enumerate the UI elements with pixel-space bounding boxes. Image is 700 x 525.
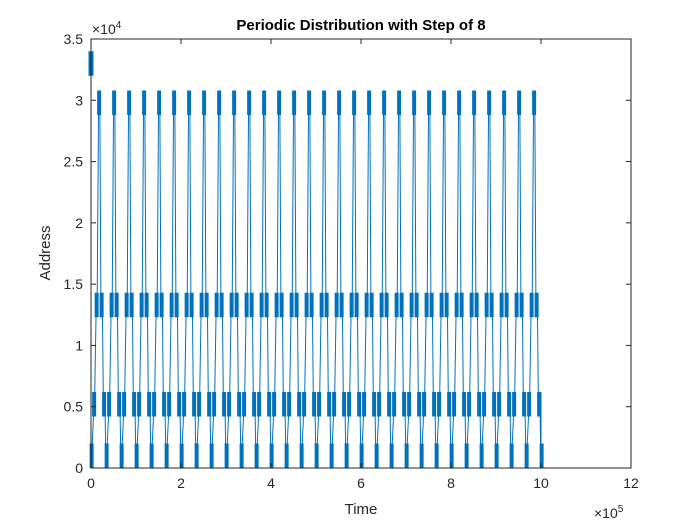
y-tick-label: 1 [75, 337, 83, 353]
x-axis-multiplier: ×105 [594, 504, 624, 521]
y-axis: 0 0.5 1 1.5 2 2.5 3 3.5 [64, 31, 631, 476]
x-tick-label: 12 [623, 475, 639, 491]
x-axis: 0 2 4 6 8 10 12 [87, 39, 639, 491]
x-tick-label: 8 [447, 475, 455, 491]
y-axis-label: Address [37, 225, 54, 280]
y-multiplier-exponent: 4 [116, 20, 122, 31]
y-tick-label: 3 [75, 92, 83, 108]
y-tick-label: 0.5 [64, 399, 84, 415]
y-tick-label: 3.5 [64, 31, 84, 47]
x-tick-label: 10 [533, 475, 549, 491]
series-layer [88, 51, 544, 469]
x-axis-label: Time [345, 501, 378, 518]
y-tick-label: 2.5 [64, 154, 84, 170]
y-tick-label: 0 [75, 460, 83, 476]
y-tick-label: 1.5 [64, 276, 84, 292]
x-multiplier-exponent: 5 [618, 504, 624, 515]
x-tick-label: 6 [357, 475, 365, 491]
x-tick-label: 0 [87, 475, 95, 491]
y-multiplier-base: ×10 [92, 21, 116, 37]
x-multiplier-base: ×10 [594, 505, 618, 521]
x-tick-label: 2 [177, 475, 185, 491]
y-tick-label: 2 [75, 215, 83, 231]
chart-title: Periodic Distribution with Step of 8 [236, 17, 485, 34]
y-axis-multiplier: ×104 [92, 20, 122, 37]
x-tick-label: 4 [267, 475, 275, 491]
